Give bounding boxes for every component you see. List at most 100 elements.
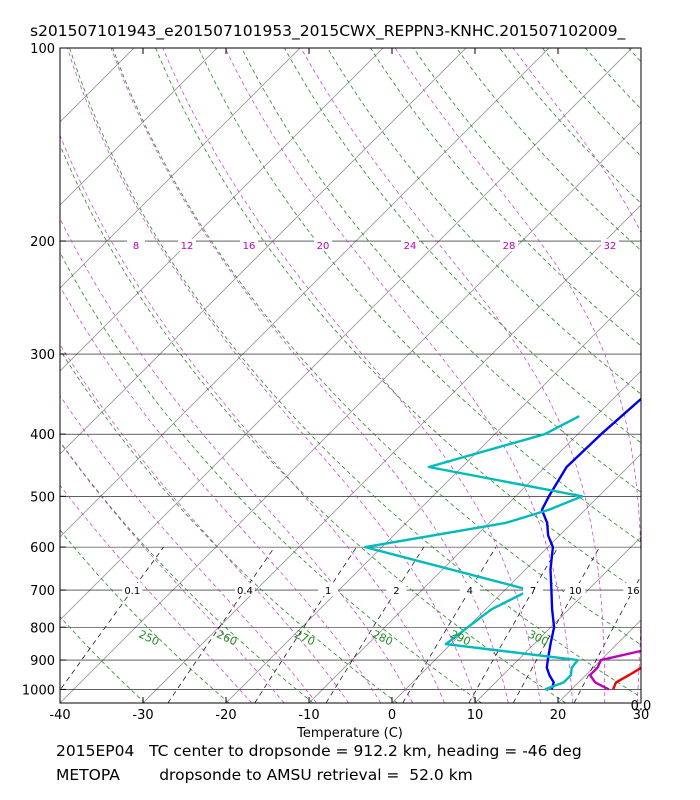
- mixing-ratio-label: 4: [467, 586, 473, 597]
- y-tick-label: 1000: [22, 683, 55, 698]
- dry-adiabat-line: [69, 48, 641, 698]
- theta-e-label: 28: [503, 241, 516, 252]
- isotherm-line: [308, 370, 641, 703]
- theta-e-label-bg: [178, 239, 196, 252]
- moist-adiabat-line: [300, 48, 606, 703]
- theta-e-label-bg: [601, 239, 619, 252]
- y-tick-label: 200: [30, 235, 55, 250]
- footer-line-1: 2015EP04 TC center to dropsonde = 912.2 …: [56, 742, 582, 760]
- moist-adiabat-line: [60, 134, 445, 703]
- dry-adiabat-line: [499, 48, 641, 204]
- mixing-ratio-label-bg: [234, 583, 255, 597]
- x-tick-label: 10: [467, 708, 484, 723]
- mixing-ratio-label: 2: [393, 586, 399, 597]
- isotherm-line: [0, 48, 51, 703]
- moist-adiabat-line: [110, 48, 509, 703]
- dry-adiabat-line: [60, 349, 398, 703]
- moist-adiabat-line: [162, 48, 541, 703]
- mixing-ratio-line: [60, 546, 164, 691]
- chart-title: s201507101943_e201507101953_2015CWX_REPP…: [30, 22, 626, 40]
- potential-temperature-label: 260: [215, 628, 240, 649]
- dry-adiabat-line: [327, 48, 641, 395]
- dry-adiabat-line: [60, 616, 146, 703]
- isotherm-line: [640, 702, 641, 703]
- x-tick-label: 0: [388, 708, 396, 723]
- mixing-ratio-label-bg: [122, 583, 143, 597]
- potential-temperature-label: 250: [137, 628, 162, 649]
- y-tick-label: 300: [30, 348, 55, 363]
- isotherm-line: [60, 48, 301, 289]
- dry-adiabat-line: [241, 48, 641, 493]
- y-tick-label: 100: [30, 42, 55, 57]
- moist-adiabat-line: [224, 48, 573, 703]
- dewpoint-profile: [540, 397, 641, 690]
- retrieval_temperature-profile: [588, 649, 641, 691]
- mixing-ratio-label: 0.4: [237, 586, 253, 597]
- plot-frame: [59, 47, 642, 704]
- y-tick-label: 400: [30, 428, 55, 443]
- dry-adiabat-line: [672, 48, 700, 703]
- mixing-ratio-label: 1: [325, 586, 331, 597]
- corner-label: 0.0: [631, 699, 652, 714]
- mixing-ratio-label-bg: [565, 583, 586, 597]
- isotherm-line: [60, 48, 384, 372]
- theta-e-label: 20: [317, 241, 330, 252]
- dry-adiabat-line: [585, 48, 641, 110]
- mixing-ratio-label-bg: [623, 583, 644, 597]
- dry-adiabat-line: [542, 48, 641, 157]
- mixing-ratio-line: [254, 546, 357, 703]
- dry-adiabat-line: [413, 48, 641, 299]
- dry-adiabat-line: [60, 529, 230, 703]
- x-tick-label: 30: [633, 708, 650, 723]
- mixing-ratio-label: 0.1: [124, 586, 140, 597]
- mixing-ratio-label: 10: [569, 586, 582, 597]
- theta-e-label-bg: [401, 239, 419, 252]
- x-tick-label: -20: [215, 708, 236, 723]
- moist-adiabat-line: [66, 48, 477, 703]
- moist-adiabat-line: [656, 48, 700, 703]
- dry-adiabat-line: [60, 441, 314, 703]
- isotherm-line: [225, 287, 641, 703]
- isotherm-line: [557, 619, 641, 703]
- isotherm-line: [60, 48, 467, 455]
- theta-e-label-bg: [127, 239, 145, 252]
- isotherm-line: [474, 536, 641, 703]
- mixing-ratio-label: 7: [530, 586, 536, 597]
- theta-e-label-bg: [240, 239, 258, 252]
- dry-adiabat-line: [198, 48, 641, 543]
- moist-adiabat-line: [60, 217, 414, 703]
- mixing-ratio-line: [573, 574, 641, 703]
- y-tick-label: 500: [30, 490, 55, 505]
- x-tick-label: -10: [298, 708, 319, 723]
- dry-adiabat-line: [628, 48, 641, 63]
- moist-adiabat-line: [512, 48, 641, 234]
- moist-adiabat-line: [60, 285, 382, 703]
- mixing-ratio-label-bg: [318, 583, 339, 597]
- dry-adiabat-line: [155, 48, 641, 594]
- y-tick-label: 800: [30, 621, 55, 636]
- mixing-ratio-label-bg: [523, 583, 544, 597]
- mixing-ratio-line: [167, 546, 275, 703]
- theta-e-label-bg: [500, 239, 518, 252]
- isotherm-line: [60, 48, 633, 621]
- x-tick-label: -40: [49, 708, 70, 723]
- moist-adiabat-line: [394, 48, 641, 703]
- mixing-ratio-line: [325, 546, 425, 703]
- theta-e-label: 32: [604, 241, 617, 252]
- mixing-ratio-label-bg: [386, 583, 407, 597]
- dry-adiabat-line: [370, 48, 641, 347]
- theta-e-label: 12: [181, 241, 194, 252]
- dry-adiabat-line: [284, 48, 641, 444]
- mixing-ratio-label: 16: [627, 586, 640, 597]
- isotherm-line: [60, 48, 135, 123]
- theta-e-label: 24: [404, 241, 417, 252]
- mixing-ratio-line: [512, 546, 600, 703]
- retrieval_dewpoint-profile: [364, 415, 584, 691]
- x-tick-label: -30: [132, 708, 153, 723]
- footer-line-2: METOPA dropsonde to AMSU retrieval = 52.…: [56, 766, 473, 784]
- mixing-ratio-label-bg: [459, 583, 480, 597]
- isotherm-line: [60, 48, 218, 206]
- axes: -40 -30 -20 -10 0 10 20 30 100 200 300 400 500 600 700…: [22, 42, 649, 723]
- moist-adiabat-line: [60, 484, 252, 703]
